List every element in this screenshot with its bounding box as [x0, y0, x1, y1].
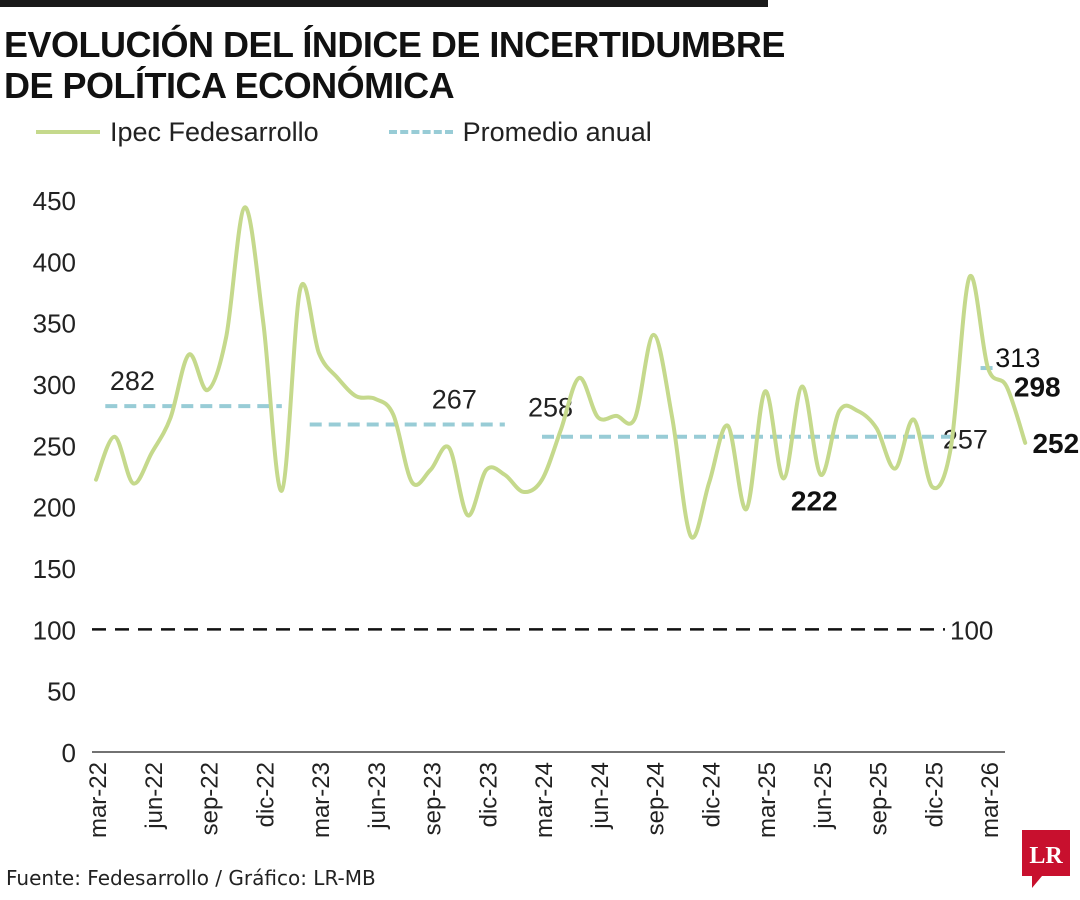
x-tick-label: dic-22	[252, 762, 279, 827]
legend-item-average: Promedio anual	[388, 116, 652, 148]
source-note: Fuente: Fedesarrollo / Gráfico: LR-MB	[6, 866, 376, 890]
annual-average-label-2023: 267	[432, 384, 477, 414]
x-tick-label: jun-24	[587, 762, 614, 830]
y-tick-label: 0	[62, 738, 76, 768]
annual-average-label-2022: 282	[110, 366, 155, 396]
lr-logo-badge	[1022, 830, 1070, 888]
y-tick-label: 100	[33, 615, 76, 645]
x-tick-label: mar-22	[85, 762, 112, 838]
lr-logo: LR	[1022, 830, 1070, 888]
lr-logo-text: LR	[1029, 843, 1063, 869]
x-tick-label: jun-25	[810, 762, 837, 830]
y-tick-label: 300	[33, 370, 76, 400]
legend-item-ipec: Ipec Fedesarrollo	[36, 117, 319, 148]
data-label-298: 298	[1014, 371, 1061, 402]
x-tick-label: mar-23	[308, 762, 335, 838]
x-tick-label: dic-23	[475, 762, 502, 827]
y-tick-label: 350	[33, 309, 76, 339]
reference-line-label: 100	[950, 615, 993, 645]
legend-label-average: Promedio anual	[462, 116, 652, 147]
chart-title-line-2: DE POLÍTICA ECONÓMICA	[4, 65, 455, 106]
x-tick-label: dic-24	[698, 762, 725, 827]
legend-swatch-solid	[36, 130, 100, 134]
x-tick-label: mar-25	[754, 762, 781, 838]
data-label-222: 222	[791, 486, 838, 517]
top-bar	[0, 0, 768, 7]
y-tick-label: 400	[33, 247, 76, 277]
x-tick-label: sep-24	[643, 762, 670, 835]
y-tick-label: 450	[33, 186, 76, 216]
x-tick-label: sep-23	[420, 762, 447, 835]
x-tick-label: jun-22	[141, 762, 168, 830]
x-tick-label: mar-26	[977, 762, 1004, 838]
data-label-313: 313	[995, 343, 1040, 373]
x-tick-label: jun-23	[364, 762, 391, 830]
series-line-ipec	[94, 205, 1028, 540]
legend-swatch-dashed	[388, 130, 453, 134]
x-tick-label: dic-25	[921, 762, 948, 827]
legend-label-ipec: Ipec Fedesarrollo	[110, 116, 319, 147]
chart-title: EVOLUCIÓN DEL ÍNDICE DE INCERTIDUMBRE DE…	[4, 24, 1004, 106]
y-tick-label: 200	[33, 493, 76, 523]
y-tick-label: 150	[33, 554, 76, 584]
y-tick-label: 250	[33, 431, 76, 461]
x-tick-label: sep-22	[197, 762, 224, 835]
chart-legend: Ipec Fedesarrollo Promedio anual	[36, 114, 722, 150]
y-tick-label: 50	[47, 677, 76, 707]
data-label-252: 252	[1032, 428, 1079, 459]
chart-title-line-1: EVOLUCIÓN DEL ÍNDICE DE INCERTIDUMBRE	[4, 24, 785, 65]
x-tick-label: mar-24	[531, 762, 558, 838]
x-tick-label: sep-25	[866, 762, 893, 835]
